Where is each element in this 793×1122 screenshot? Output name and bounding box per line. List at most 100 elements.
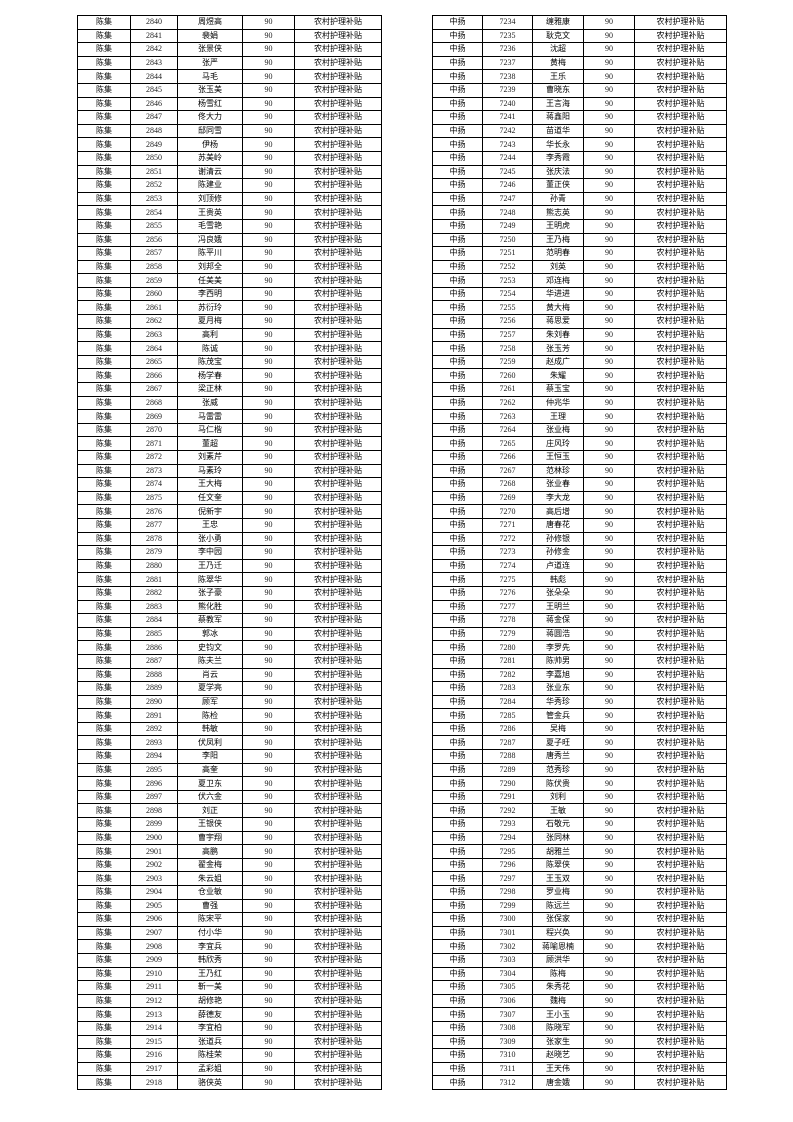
amount-cell: 90: [583, 69, 635, 84]
amount-cell: 90: [242, 952, 295, 968]
number-cell: 2897: [130, 789, 178, 805]
amount-cell: 90: [583, 653, 635, 669]
table-row: 中扬 7282 李嘉旭 90 农村护理补贴: [432, 667, 727, 683]
amount-cell: 90: [583, 137, 635, 152]
village-cell: 中扬: [432, 653, 483, 669]
village-cell: 陈集: [77, 110, 131, 125]
amount-cell: 90: [583, 300, 635, 316]
name-cell: 赵成广: [532, 354, 584, 370]
amount-cell: 90: [583, 314, 635, 329]
table-row: 陈集 2911 靳一美 90 农村护理补贴: [77, 980, 382, 995]
name-cell: 任美美: [177, 273, 243, 288]
village-cell: 中扬: [432, 96, 483, 112]
number-cell: 2907: [130, 925, 178, 941]
number-cell: 2896: [130, 776, 178, 791]
name-cell: 陈检: [177, 708, 243, 723]
amount-cell: 90: [242, 531, 295, 547]
number-cell: 7285: [482, 708, 533, 723]
village-cell: 陈集: [77, 273, 131, 288]
village-cell: 中扬: [432, 952, 483, 968]
number-cell: 7293: [482, 817, 533, 832]
subsidy-type-cell: 农村护理补贴: [294, 314, 382, 329]
name-cell: 华秀珍: [532, 694, 584, 710]
name-cell: 李宜柏: [177, 1020, 243, 1036]
amount-cell: 90: [242, 286, 295, 302]
subsidy-type-cell: 农村护理补贴: [634, 218, 727, 234]
number-cell: 7303: [482, 952, 533, 968]
amount-cell: 90: [583, 422, 635, 438]
amount-cell: 90: [583, 504, 635, 519]
table-row: 中扬 7262 仲兆华 90 农村护理补贴: [432, 395, 727, 411]
village-cell: 陈集: [77, 259, 131, 275]
amount-cell: 90: [583, 150, 635, 166]
amount-cell: 90: [583, 82, 635, 98]
table-row: 中扬 7236 沈超 90 农村护理补贴: [432, 42, 727, 57]
table-row: 陈集 2891 陈检 90 农村护理补贴: [77, 708, 382, 723]
table-row: 陈集 2883 熊化胜 90 农村护理补贴: [77, 599, 382, 615]
amount-cell: 90: [583, 517, 635, 533]
amount-cell: 90: [583, 885, 635, 900]
table-row: 中扬 7281 陈帅男 90 农村护理补贴: [432, 653, 727, 669]
number-cell: 2878: [130, 531, 178, 547]
name-cell: 华长永: [532, 137, 584, 152]
table-row: 中扬 7252 刘英 90 农村护理补贴: [432, 259, 727, 275]
number-cell: 2858: [130, 259, 178, 275]
name-cell: 沈超: [532, 42, 584, 57]
number-cell: 2856: [130, 232, 178, 248]
number-cell: 7251: [482, 246, 533, 261]
number-cell: 2850: [130, 150, 178, 166]
amount-cell: 90: [583, 1075, 635, 1090]
subsidy-type-cell: 农村护理补贴: [634, 42, 727, 57]
number-cell: 7306: [482, 993, 533, 1009]
table-row: 陈集 2862 夏月梅 90 农村护理补贴: [77, 314, 382, 329]
amount-cell: 90: [242, 463, 295, 479]
number-cell: 2893: [130, 735, 178, 751]
name-cell: 石敬元: [532, 817, 584, 832]
amount-cell: 90: [583, 42, 635, 57]
name-cell: 唐秀兰: [532, 749, 584, 764]
name-cell: 王天伟: [532, 1061, 584, 1077]
number-cell: 7311: [482, 1061, 533, 1077]
village-cell: 陈集: [77, 1020, 131, 1036]
number-cell: 7276: [482, 585, 533, 601]
table-row: 陈集 2845 张玉美 90 农村护理补贴: [77, 82, 382, 98]
subsidy-type-cell: 农村护理补贴: [294, 1048, 382, 1063]
name-cell: 伊杨: [177, 137, 243, 152]
amount-cell: 90: [242, 368, 295, 384]
name-cell: 高后增: [532, 504, 584, 519]
number-cell: 2882: [130, 585, 178, 601]
table-row: 中扬 7249 王明虎 90 农村护理补贴: [432, 218, 727, 234]
village-cell: 陈集: [77, 28, 131, 44]
number-cell: 2909: [130, 952, 178, 968]
name-cell: 陈桂荣: [177, 1048, 243, 1063]
village-cell: 陈集: [77, 463, 131, 479]
village-cell: 陈集: [77, 857, 131, 873]
village-cell: 中扬: [432, 123, 483, 139]
village-cell: 中扬: [432, 667, 483, 683]
amount-cell: 90: [242, 1048, 295, 1063]
number-cell: 2915: [130, 1034, 178, 1050]
subsidy-type-cell: 农村护理补贴: [634, 885, 727, 900]
table-row: 陈集 2896 夏卫东 90 农村护理补贴: [77, 776, 382, 791]
name-cell: 张严: [177, 55, 243, 71]
table-row: 中扬 7273 孙修金 90 农村护理补贴: [432, 545, 727, 560]
village-cell: 中扬: [432, 28, 483, 44]
number-cell: 2901: [130, 844, 178, 859]
name-cell: 孙青: [532, 191, 584, 207]
name-cell: 胡修艳: [177, 993, 243, 1009]
subsidy-type-cell: 农村护理补贴: [294, 830, 382, 846]
amount-cell: 90: [242, 898, 295, 914]
number-cell: 2869: [130, 409, 178, 424]
subsidy-type-cell: 农村护理补贴: [634, 314, 727, 329]
amount-cell: 90: [242, 993, 295, 1009]
village-cell: 陈集: [77, 966, 131, 982]
name-cell: 裴娟: [177, 28, 243, 44]
table-row: 中扬 7254 华进进 90 农村护理补贴: [432, 286, 727, 302]
name-cell: 刘利: [532, 789, 584, 805]
table-row: 中扬 7290 陈伏贵 90 农村护理补贴: [432, 776, 727, 791]
subsidy-type-cell: 农村护理补贴: [294, 82, 382, 98]
village-cell: 中扬: [432, 749, 483, 764]
name-cell: 周煜高: [177, 15, 243, 30]
amount-cell: 90: [242, 205, 295, 220]
amount-cell: 90: [583, 436, 635, 451]
